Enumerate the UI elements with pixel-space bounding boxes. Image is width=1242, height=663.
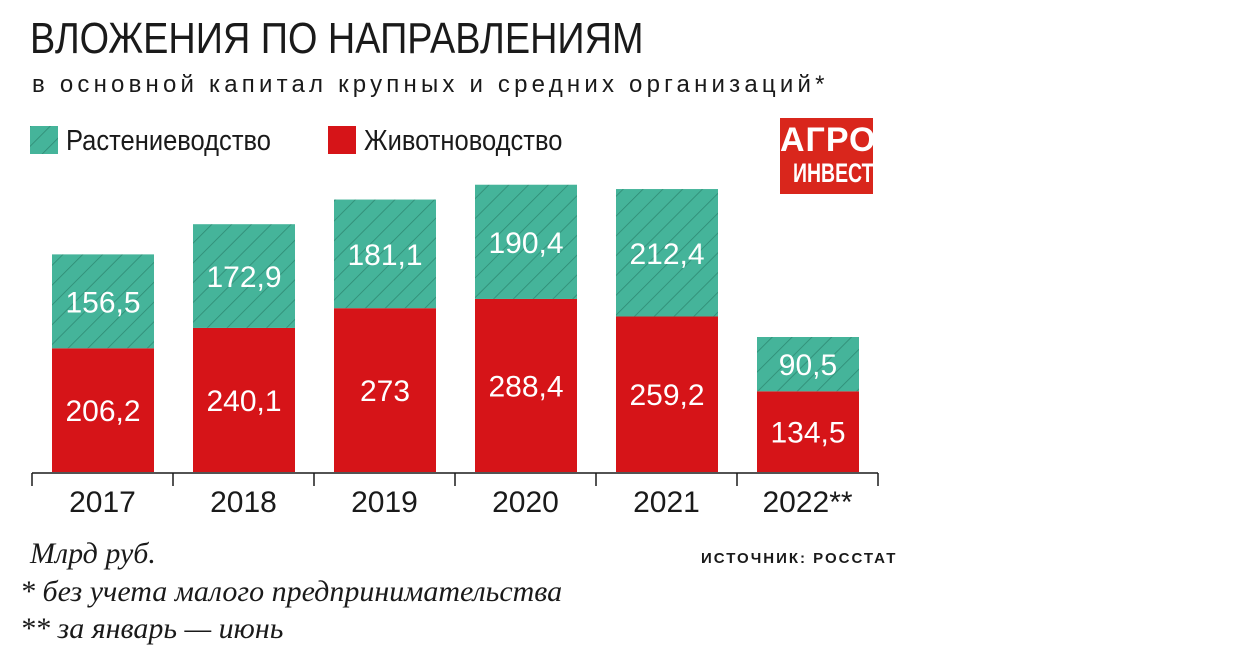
chart-title: ВЛОЖЕНИЯ ПО НАПРАВЛЕНИЯМ bbox=[30, 14, 644, 63]
label-crops-2022: 90,5 bbox=[779, 349, 837, 382]
bar-crops-2019 bbox=[334, 199, 436, 309]
label-crops-2018: 172,9 bbox=[206, 261, 281, 294]
logo-line1: АГРО bbox=[780, 121, 877, 159]
label-livestock-2018: 240,1 bbox=[206, 385, 281, 418]
bar-livestock-2019 bbox=[334, 308, 436, 472]
footnote-small-business: * без учета малого предпринимательства bbox=[20, 575, 563, 608]
x-tick-label-2017: 2017 bbox=[69, 486, 136, 519]
bar-crops-2020 bbox=[475, 184, 577, 299]
label-crops-2021: 212,4 bbox=[629, 238, 704, 271]
legend-label-livestock: Животноводство bbox=[364, 125, 563, 157]
label-livestock-2020: 288,4 bbox=[488, 370, 563, 403]
x-tick-label-2020: 2020 bbox=[492, 486, 559, 519]
label-livestock-2019: 273 bbox=[360, 375, 410, 408]
x-tick-label-2018: 2018 bbox=[210, 486, 277, 519]
legend-swatch-crops bbox=[30, 126, 58, 154]
x-tick-label-2019: 2019 bbox=[351, 486, 418, 519]
label-livestock-2021: 259,2 bbox=[629, 379, 704, 412]
bar-livestock-2021 bbox=[616, 316, 718, 472]
x-tick-label-2022: 2022** bbox=[762, 486, 852, 519]
bar-livestock-2020 bbox=[475, 298, 577, 472]
bars-group: 206,2 156,5 240,1 172,9 273 181,1 288,4 190,4 25… bbox=[52, 184, 859, 472]
label-livestock-2022: 134,5 bbox=[770, 417, 845, 450]
label-livestock-2017: 206,2 bbox=[65, 395, 140, 428]
x-tick-label-2021: 2021 bbox=[633, 486, 700, 519]
source-note: ИСТОЧНИК: РОССТАТ bbox=[701, 550, 898, 567]
bar-livestock-2018 bbox=[193, 327, 295, 472]
chart-subtitle: в основной капитал крупных и средних орг… bbox=[32, 71, 829, 98]
bar-crops-2022 bbox=[757, 337, 859, 392]
bar-crops-2017 bbox=[52, 254, 154, 349]
label-crops-2020: 190,4 bbox=[488, 227, 563, 260]
label-crops-2019: 181,1 bbox=[347, 239, 422, 272]
label-crops-2017: 156,5 bbox=[65, 286, 140, 319]
bar-livestock-2022 bbox=[757, 391, 859, 472]
bar-livestock-2017 bbox=[52, 348, 154, 472]
legend-swatch-livestock bbox=[328, 126, 356, 154]
footnote-period: ** за январь — июнь bbox=[20, 612, 284, 645]
bar-crops-2018 bbox=[193, 224, 295, 328]
legend-label-crops: Растениеводство bbox=[66, 125, 271, 157]
bar-crops-2021 bbox=[616, 189, 718, 317]
units-note: Млрд руб. bbox=[30, 537, 156, 570]
x-axis: 2017 2018 2019 2020 2021 2022** bbox=[31, 472, 879, 519]
